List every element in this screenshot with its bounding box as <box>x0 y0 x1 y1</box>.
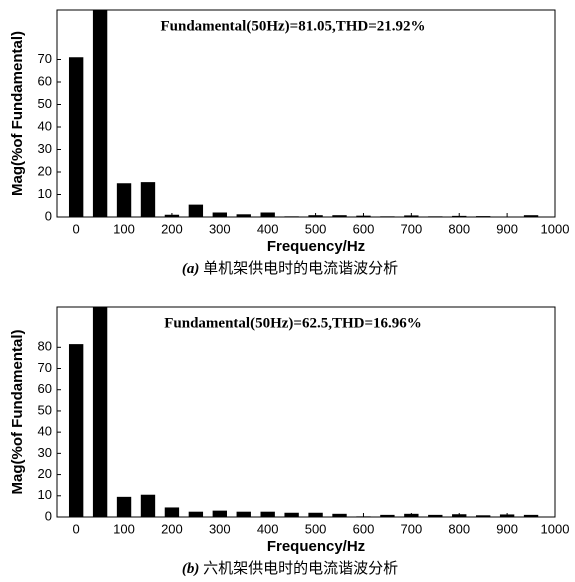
x-tick-label: 700 <box>400 521 422 536</box>
y-axis-label: Mag(%of Fundamental) <box>9 31 26 196</box>
y-tick-label: 70 <box>38 51 52 66</box>
y-tick-label: 40 <box>38 424 52 439</box>
bar <box>140 494 156 517</box>
y-tick-label: 20 <box>38 466 52 481</box>
caption-label: (b) <box>182 561 200 577</box>
bar <box>140 182 156 217</box>
bar <box>332 513 347 517</box>
x-tick-label: 900 <box>496 221 518 236</box>
bar <box>92 10 108 217</box>
x-tick-label: 700 <box>400 221 422 236</box>
annotation: Fundamental(50Hz)=81.05,THD=21.92% <box>160 18 425 34</box>
y-tick-label: 30 <box>38 445 52 460</box>
x-tick-label: 0 <box>73 221 80 236</box>
bar <box>428 514 443 517</box>
caption-text: 单机架供电时的电流谐波分析 <box>203 260 398 277</box>
y-tick-label: 0 <box>45 208 52 223</box>
bar <box>380 514 395 517</box>
x-tick-label: 1000 <box>541 221 570 236</box>
x-tick-label: 200 <box>161 521 183 536</box>
y-tick-label: 50 <box>38 402 52 417</box>
bar <box>164 507 180 517</box>
x-tick-label: 0 <box>73 521 80 536</box>
y-tick-label: 10 <box>38 186 52 201</box>
caption: (a) 单机架供电时的电流谐波分析 <box>182 260 398 277</box>
y-tick-label: 0 <box>45 508 52 523</box>
bar <box>68 344 84 517</box>
y-tick-label: 80 <box>38 339 52 354</box>
y-tick-label: 20 <box>38 163 52 178</box>
bar <box>236 511 251 517</box>
x-tick-label: 800 <box>448 521 470 536</box>
x-tick-label: 100 <box>113 521 135 536</box>
bar <box>68 57 84 217</box>
x-tick-label: 500 <box>305 521 327 536</box>
x-tick-label: 200 <box>161 221 183 236</box>
bar <box>116 183 132 217</box>
annotation: Fundamental(50Hz)=62.5,THD=16.96% <box>164 315 422 331</box>
caption: (b) 六机架供电时的电流谐波分析 <box>182 560 398 577</box>
bar <box>188 511 204 517</box>
x-tick-label: 100 <box>113 221 135 236</box>
caption-text: 六机架供电时的电流谐波分析 <box>203 560 398 577</box>
y-tick-label: 40 <box>38 118 52 133</box>
y-tick-label: 60 <box>38 381 52 396</box>
bars <box>68 307 539 517</box>
y-tick-label: 10 <box>38 487 52 502</box>
bar <box>116 496 132 517</box>
x-axis-label: Frequency/Hz <box>267 538 365 555</box>
plot-frame <box>56 306 556 518</box>
x-tick-label: 400 <box>257 521 279 536</box>
bar <box>523 215 539 217</box>
bar <box>523 514 539 517</box>
bar <box>284 512 299 517</box>
x-tick-label: 300 <box>209 221 231 236</box>
y-tick-label: 50 <box>38 96 52 111</box>
y-tick-label: 70 <box>38 360 52 375</box>
bar <box>92 307 108 517</box>
x-tick-label: 600 <box>353 521 375 536</box>
y-tick-label: 60 <box>38 73 52 88</box>
x-tick-label: 1000 <box>541 521 570 536</box>
x-tick-label: 500 <box>305 221 327 236</box>
x-tick-label: 400 <box>257 221 279 236</box>
plot-frame <box>56 9 556 218</box>
bar <box>475 515 491 517</box>
caption-label: (a) <box>182 261 200 277</box>
x-tick-label: 300 <box>209 521 231 536</box>
y-axis-label: Mag(%of Fundamental) <box>9 330 26 495</box>
x-tick-label: 900 <box>496 521 518 536</box>
bar <box>188 204 204 217</box>
x-axis-label: Frequency/Hz <box>267 238 365 255</box>
bar <box>236 214 251 217</box>
x-tick-label: 600 <box>353 221 375 236</box>
bar <box>332 215 347 217</box>
y-tick-label: 30 <box>38 141 52 156</box>
x-tick-label: 800 <box>448 221 470 236</box>
